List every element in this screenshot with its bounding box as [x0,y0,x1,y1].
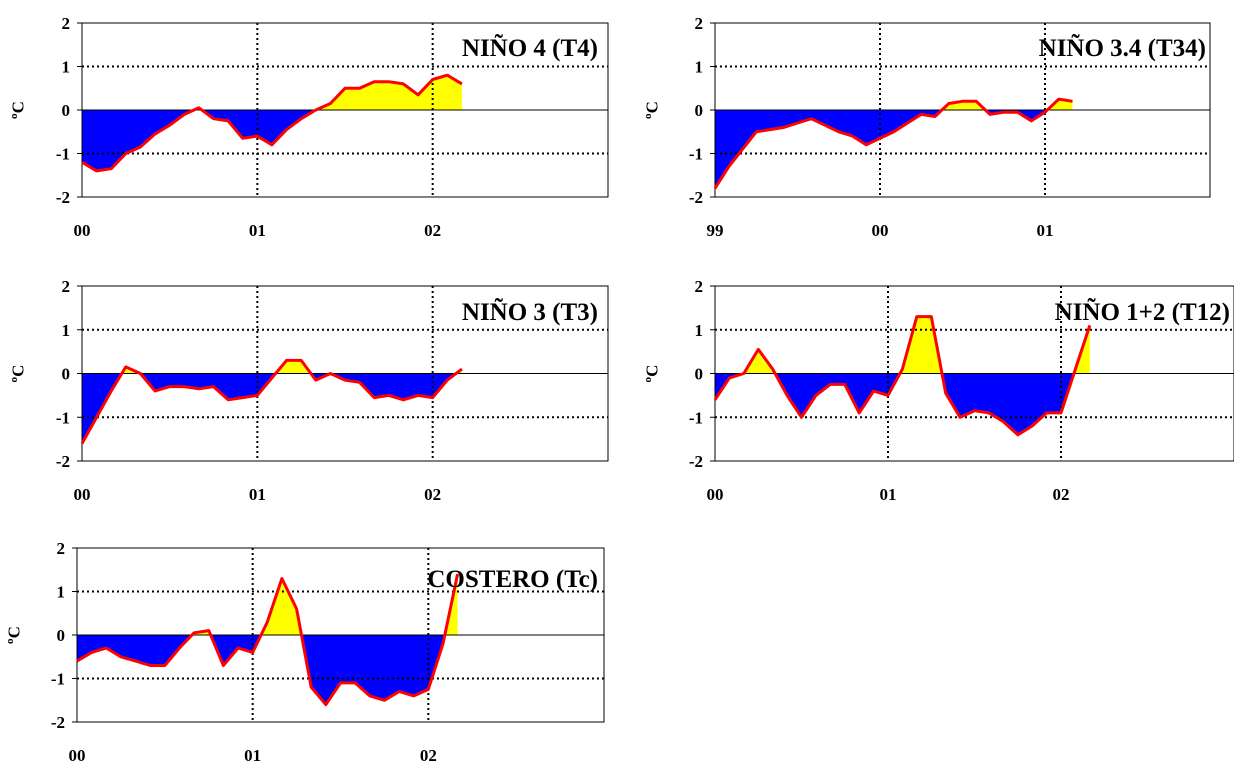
x-tick-label: 00 [69,746,86,765]
positive-area-3 [315,75,462,110]
y-axis-label: ºC [5,626,24,644]
y-axis-label: ºC [9,101,28,119]
y-tick-label: -2 [56,188,70,207]
y-tick-label: 0 [62,365,71,384]
chart-panel-3: 2 1 0 -1 -200 01 02 ºC NIÑO 1+2 (T12) [643,277,1234,504]
x-tick-label: 02 [424,485,441,504]
y-tick-label: -1 [689,408,703,427]
y-tick-label: 2 [62,277,71,296]
y-tick-label: 0 [695,365,704,384]
x-tick-label: 02 [424,221,441,240]
y-tick-label: -1 [56,408,70,427]
y-tick-label: -1 [689,145,703,164]
series-line [81,73,463,173]
y-tick-label: 0 [62,101,71,120]
chart-title: NIÑO 3 (T3) [462,298,598,326]
negative-area-2 [775,373,900,418]
chart-panel-4: 2 1 0 -1 -200 01 02 ºC COSTERO (Tc) [5,539,605,765]
negative-area-0 [77,635,192,666]
chart-title: NIÑO 4 (T4) [462,34,598,62]
x-tick-label: 01 [249,221,266,240]
y-axis-label: ºC [9,365,28,383]
y-tick-label: 1 [57,583,66,602]
y-axis-label: ºC [643,365,662,383]
x-tick-label: 02 [420,746,437,765]
series-line [76,573,460,707]
y-tick-label: 2 [695,14,704,33]
y-tick-label: -2 [56,452,70,471]
chart-title: NIÑO 1+2 (T12) [1055,298,1230,326]
x-tick-label: 02 [1053,485,1070,504]
positive-area-3 [261,578,302,635]
y-tick-label: 0 [57,626,66,645]
negative-area-0 [715,110,942,189]
y-tick-label: 2 [57,539,66,558]
y-tick-label: -2 [689,452,703,471]
positive-area-3 [900,316,942,374]
x-tick-label: 00 [74,485,91,504]
y-tick-label: -1 [56,145,70,164]
negative-area-2 [201,110,316,145]
x-tick-label: 00 [707,485,724,504]
x-tick-label: 00 [74,221,91,240]
negative-area-6 [330,373,456,400]
y-tick-label: 1 [62,321,71,340]
x-tick-label: 00 [872,221,889,240]
series-line [713,315,1092,437]
series-line [713,97,1073,190]
y-tick-label: 2 [62,14,71,33]
y-axis-label: ºC [643,101,662,119]
y-tick-label: -2 [51,713,65,732]
x-tick-label: 01 [249,485,266,504]
chart-panel-0: 2 1 0 -1 -200 01 02 ºC NIÑO 4 (T4) [9,14,609,240]
y-tick-label: 1 [695,321,704,340]
x-tick-label: 99 [707,221,724,240]
negative-area-0 [715,373,744,400]
chart-title: NIÑO 3.4 (T34) [1039,34,1206,62]
x-tick-label: 01 [244,746,261,765]
y-tick-label: 0 [695,101,704,120]
chart-panel-1: 2 1 0 -1 -299 00 01 ºC NIÑO 3.4 (T34) [643,14,1211,240]
x-tick-label: 01 [1037,221,1054,240]
y-tick-label: 1 [62,58,71,77]
negative-area-2 [985,110,1048,121]
chart-title: COSTERO (Tc) [427,566,598,593]
positive-area-1 [743,349,776,374]
y-tick-label: 2 [695,277,704,296]
y-tick-label: -1 [51,670,65,689]
series-line [80,358,463,445]
negative-area-0 [82,373,122,444]
y-tick-label: 1 [695,58,704,77]
negative-area-4 [942,373,1074,435]
y-tick-label: -2 [689,188,703,207]
chart-panel-2: 2 1 0 -1 -200 01 02 ºC NIÑO 3 (T3) [9,277,609,504]
negative-area-0 [82,110,194,171]
positive-area-3 [1047,99,1073,110]
x-tick-label: 01 [880,485,897,504]
